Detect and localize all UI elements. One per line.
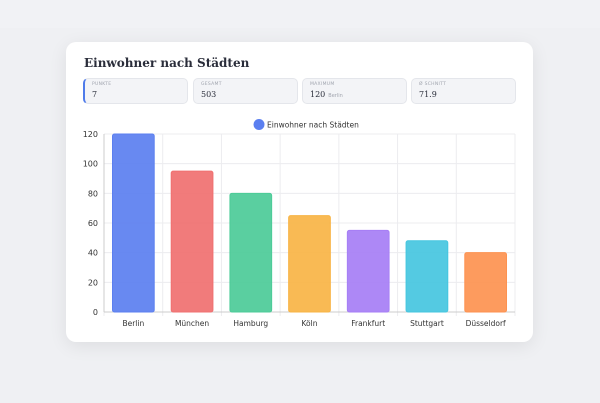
x-tick-label: Berlin bbox=[122, 319, 144, 328]
stat-label: MAXIMUM bbox=[310, 82, 335, 87]
stat-total: GESAMT 503 bbox=[193, 78, 298, 104]
stat-value: 120 bbox=[310, 90, 326, 99]
bar-hamburg bbox=[229, 192, 273, 313]
y-tick-label: 0 bbox=[93, 308, 98, 317]
bar-frankfurt bbox=[346, 229, 390, 313]
bar-münchen bbox=[170, 170, 214, 313]
stat-points: PUNKTE 7 bbox=[83, 78, 188, 104]
stat-value: 7 bbox=[92, 90, 98, 99]
stat-sub: Berlin bbox=[328, 93, 343, 99]
stat-label: PUNKTE bbox=[92, 82, 112, 87]
top-bar bbox=[0, 0, 600, 28]
x-tick-label: Frankfurt bbox=[351, 319, 385, 328]
legend-swatch bbox=[253, 119, 265, 130]
bar-düsseldorf bbox=[464, 252, 507, 313]
stat-average: Ø SCHNITT 71.9 bbox=[411, 78, 516, 104]
card-title: Einwohner nach Städten bbox=[84, 56, 250, 70]
bar-köln bbox=[288, 215, 331, 313]
stat-label: GESAMT bbox=[201, 82, 222, 87]
stat-value: 71.9 bbox=[419, 90, 437, 99]
x-tick-label: Hamburg bbox=[233, 319, 268, 328]
stat-value: 503 bbox=[201, 90, 217, 99]
y-tick-label: 120 bbox=[83, 130, 98, 139]
stat-label: Ø SCHNITT bbox=[419, 82, 447, 87]
x-tick-label: München bbox=[175, 319, 209, 328]
y-tick-label: 80 bbox=[88, 189, 98, 198]
stat-max: MAXIMUM 120 Berlin bbox=[302, 78, 407, 104]
x-tick-label: Köln bbox=[302, 319, 318, 328]
y-tick-label: 60 bbox=[88, 219, 98, 228]
y-tick-label: 100 bbox=[83, 160, 98, 169]
bar-stuttgart bbox=[405, 240, 449, 313]
y-tick-label: 40 bbox=[88, 249, 98, 258]
bar-berlin bbox=[112, 133, 155, 313]
y-tick-label: 20 bbox=[88, 278, 98, 287]
x-tick-label: Düsseldorf bbox=[466, 319, 506, 328]
legend-label: Einwohner nach Städten bbox=[267, 121, 359, 130]
x-tick-label: Stuttgart bbox=[410, 319, 444, 328]
